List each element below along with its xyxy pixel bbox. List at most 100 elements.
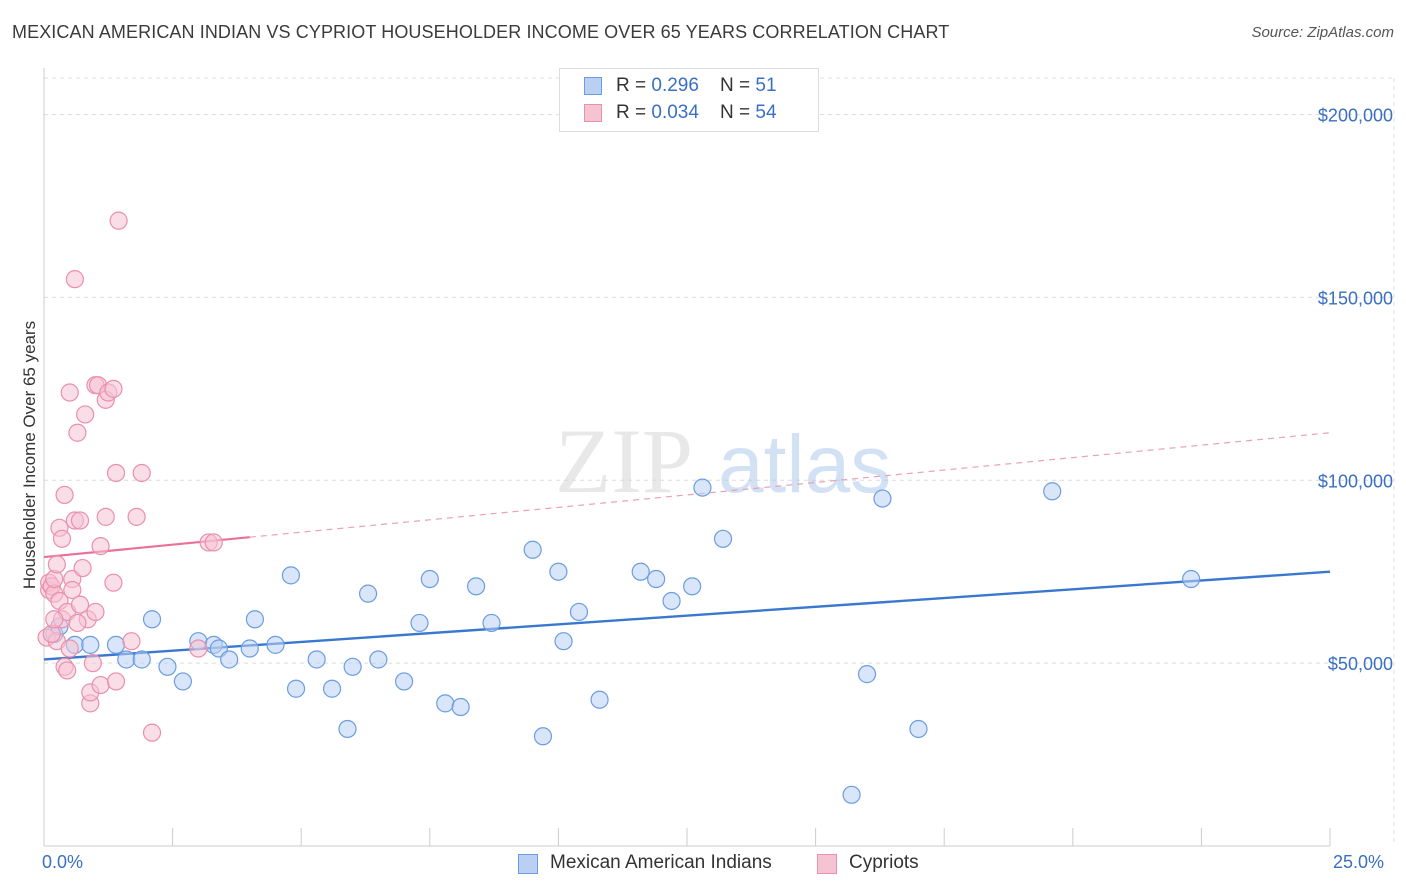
source-label: Source: ZipAtlas.com <box>1251 24 1394 41</box>
point-cypriot <box>109 211 128 230</box>
point-mexican-american-indian <box>549 562 568 581</box>
point-cypriot <box>60 639 79 658</box>
point-cypriot <box>63 580 82 600</box>
point-mexican-american-indian <box>842 785 861 804</box>
point-cypriot <box>127 507 146 526</box>
legend-r-value: 0.296 <box>651 75 699 96</box>
legend-label: Cypriots <box>849 852 919 873</box>
point-mexican-american-indian <box>1043 482 1062 501</box>
point-cypriot <box>142 723 162 742</box>
point-mexican-american-indian <box>358 584 378 603</box>
trend-line-dashed-1 <box>249 432 1331 538</box>
point-cypriot <box>58 661 77 680</box>
watermark-zip: ZIP <box>555 410 693 512</box>
point-cypriot <box>104 573 123 592</box>
point-mexican-american-indian <box>1182 569 1201 589</box>
legend-swatch-pink <box>584 104 602 122</box>
point-mexican-american-indian <box>683 577 702 596</box>
legend-n-label: N = <box>720 102 756 123</box>
point-mexican-american-indian <box>173 672 192 691</box>
point-mexican-american-indian <box>631 562 650 581</box>
y-tick-label: $200,000 <box>1318 106 1393 126</box>
legend-n-label: N = <box>720 75 756 96</box>
point-cypriot <box>122 632 141 651</box>
point-cypriot <box>65 270 84 289</box>
point-mexican-american-indian <box>369 650 388 669</box>
point-cypriot <box>70 511 90 530</box>
legend-n-value: 54 <box>755 102 777 123</box>
legend-n-value: 51 <box>755 75 777 96</box>
point-mexican-american-indian <box>240 639 259 658</box>
legend-r-label: R = <box>616 75 652 96</box>
point-mexican-american-indian <box>420 569 439 589</box>
point-mexican-american-indian <box>533 727 553 746</box>
point-mexican-american-indian <box>281 566 301 585</box>
point-cypriot <box>52 529 72 548</box>
y-tick-labels: $50,000 $100,000 $150,000 $200,000 <box>1318 106 1393 675</box>
point-mexican-american-indian <box>662 591 681 611</box>
point-mexican-american-indian <box>343 657 362 676</box>
point-mexican-american-indian <box>158 657 177 676</box>
point-cypriot <box>73 558 92 578</box>
point-cypriot <box>86 602 105 622</box>
point-mexican-american-indian <box>266 635 285 654</box>
point-cypriot <box>104 379 123 398</box>
point-mexican-american-indian <box>307 650 326 669</box>
point-mexican-american-indian <box>245 610 265 629</box>
trend-line-0 <box>43 570 1331 661</box>
point-cypriot <box>45 610 64 629</box>
point-cypriot <box>204 533 223 552</box>
point-cypriot <box>132 463 151 483</box>
point-mexican-american-indian <box>451 697 470 717</box>
point-cypriot <box>68 423 87 442</box>
x-axis-min-label: 0.0% <box>42 852 84 872</box>
point-cypriot <box>68 613 87 633</box>
point-mexican-american-indian <box>909 719 928 739</box>
point-mexican-american-indian <box>142 610 162 629</box>
point-mexican-american-indian <box>338 719 357 739</box>
point-mexican-american-indian <box>693 478 712 497</box>
point-mexican-american-indian <box>81 635 100 654</box>
point-mexican-american-indian <box>132 650 151 669</box>
point-cypriot <box>106 672 126 691</box>
point-cypriot <box>83 654 102 673</box>
legend-r-label: R = <box>616 102 652 123</box>
point-mexican-american-indian <box>410 613 429 633</box>
point-cypriot <box>70 595 90 614</box>
point-mexican-american-indian <box>286 679 306 698</box>
point-cypriot <box>55 485 74 505</box>
point-mexican-american-indian <box>482 613 501 633</box>
point-mexican-american-indian <box>647 569 666 589</box>
point-cypriot <box>96 507 115 526</box>
point-mexican-american-indian <box>394 672 414 691</box>
legend-r-value: 0.034 <box>651 102 699 123</box>
point-mexican-american-indian <box>436 694 455 713</box>
point-mexican-american-indian <box>713 529 733 548</box>
point-cypriot <box>47 555 66 574</box>
y-tick-label: $50,000 <box>1328 654 1393 674</box>
point-mexican-american-indian <box>117 650 136 669</box>
stats-legend: R = 0.296 N = 51 R = 0.034 N = 54 <box>559 68 819 132</box>
point-mexican-american-indian <box>466 577 486 596</box>
watermark-atlas: atlas <box>718 419 891 510</box>
point-mexican-american-indian <box>322 679 342 698</box>
point-cypriot <box>60 383 79 402</box>
y-axis-title: Householder Income Over 65 years <box>20 320 39 590</box>
legend-swatch-pink <box>817 854 837 874</box>
point-mexican-american-indian <box>106 635 126 654</box>
legend-swatch-blue <box>584 77 602 95</box>
legend-swatch-blue <box>518 854 538 874</box>
y-tick-label: $100,000 <box>1318 471 1393 491</box>
point-cypriot <box>91 537 110 556</box>
point-cypriot <box>76 405 95 424</box>
point-mexican-american-indian <box>857 665 877 684</box>
point-cypriot <box>106 463 126 483</box>
y-tick-label: $150,000 <box>1318 288 1393 308</box>
axes <box>43 68 1331 847</box>
point-mexican-american-indian <box>554 632 573 651</box>
point-cypriot <box>189 639 208 658</box>
point-mexican-american-indian <box>873 489 892 508</box>
point-mexican-american-indian <box>220 650 239 669</box>
point-mexican-american-indian <box>523 540 542 559</box>
